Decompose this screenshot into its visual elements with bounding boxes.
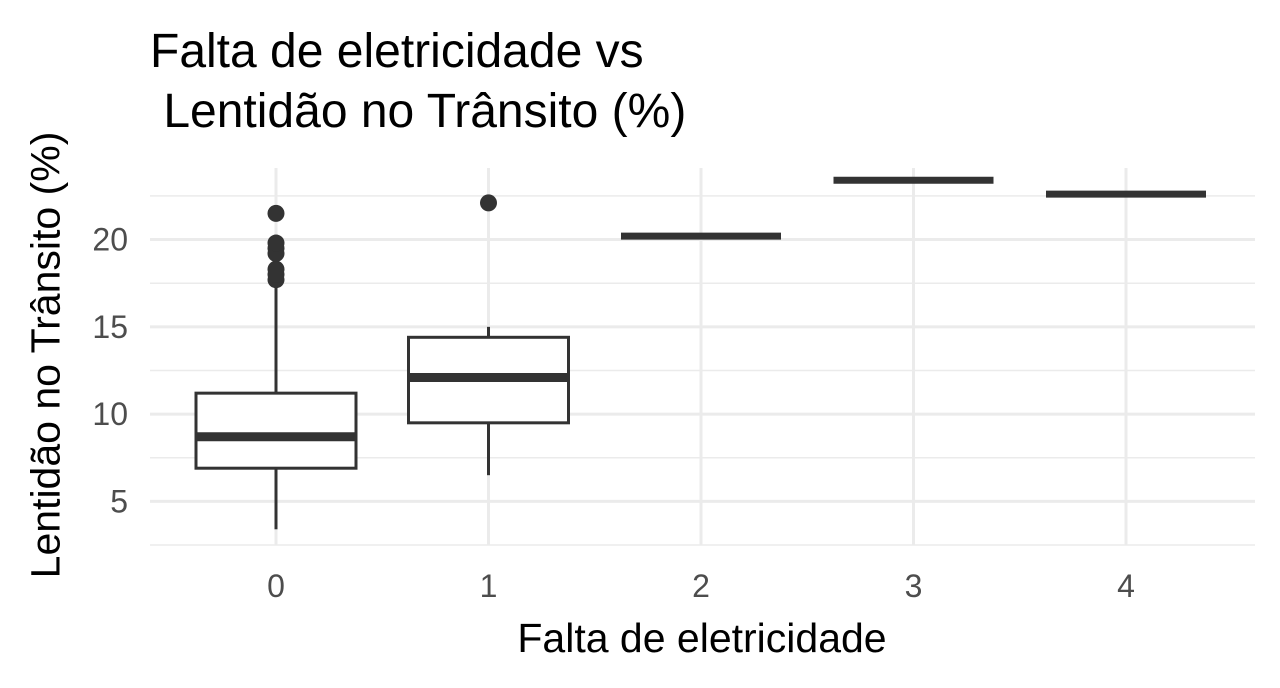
x-tick-label: 4 <box>1117 568 1135 604</box>
chart-title-line-1: Falta de eletricidade vs <box>150 25 644 78</box>
x-axis-title: Falta de eletricidade <box>517 615 887 661</box>
y-axis-title: Lentidão no Trânsito (%) <box>22 131 69 579</box>
x-tick-label: 2 <box>692 568 710 604</box>
outlier-point <box>267 234 285 252</box>
y-tick-label: 20 <box>92 222 128 258</box>
chart-title-line-2: Lentidão no Trânsito (%) <box>150 85 687 138</box>
y-tick-label: 15 <box>92 309 128 345</box>
outlier-point <box>267 260 285 278</box>
x-tick-label: 3 <box>905 568 923 604</box>
outlier-point <box>480 194 497 212</box>
box-iqr <box>194 391 358 470</box>
outlier-point <box>267 204 285 222</box>
y-tick-label: 10 <box>92 396 128 432</box>
y-tick-label: 5 <box>110 483 128 519</box>
x-tick-label: 1 <box>480 568 498 604</box>
x-tick-label: 0 <box>267 568 285 604</box>
